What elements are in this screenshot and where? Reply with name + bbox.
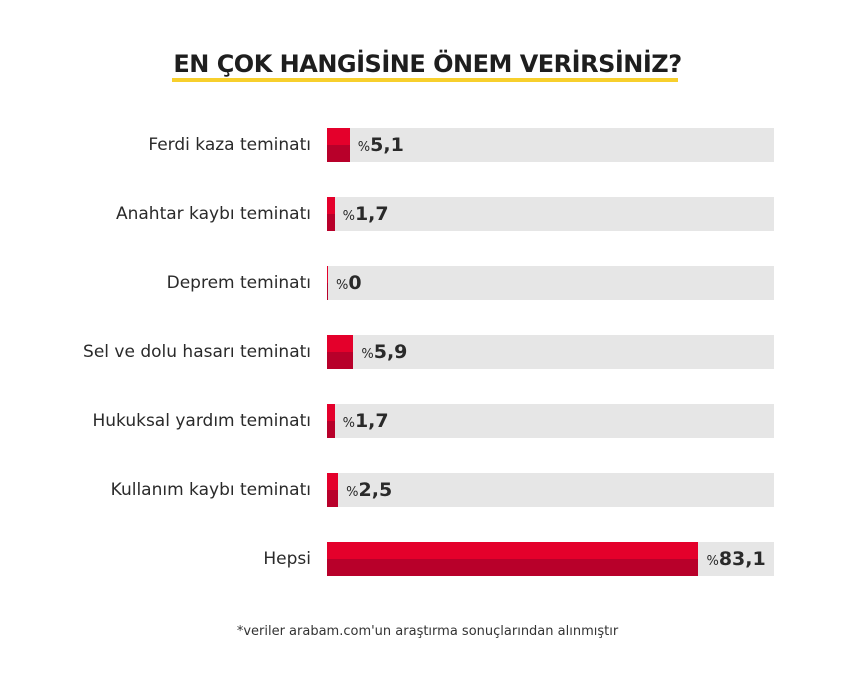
data-label: %83,1 [706, 542, 765, 576]
data-label: %5,9 [361, 335, 407, 369]
chart-title: EN ÇOK HANGİSİNE ÖNEM VERİRSİNİZ? [0, 50, 855, 78]
bar [327, 473, 339, 507]
bar [327, 266, 328, 300]
value-text: 1,7 [354, 203, 389, 225]
bar [327, 128, 350, 162]
category-label: Hukuksal yardım teminatı [92, 411, 311, 431]
value-text: 1,7 [354, 410, 389, 432]
percent-sign: % [336, 278, 349, 293]
value-text: 0 [348, 272, 362, 294]
bar-row: Ferdi kaza teminatı %5,1 [0, 128, 855, 162]
chart-title-text: EN ÇOK HANGİSİNE ÖNEM VERİRSİNİZ? [173, 50, 682, 78]
category-label: Hepsi [263, 549, 311, 569]
bar-row: Hepsi %83,1 [0, 542, 855, 576]
bar-track: %0 [327, 266, 774, 300]
bar-row: Deprem teminatı %0 [0, 266, 855, 300]
bar-track: %5,9 [327, 335, 774, 369]
value-text: 5,9 [373, 341, 408, 363]
percent-sign: % [346, 485, 359, 500]
bar-row: Kullanım kaybı teminatı %2,5 [0, 473, 855, 507]
bar-row: Sel ve dolu hasarı teminatı %5,9 [0, 335, 855, 369]
data-label: %1,7 [343, 197, 389, 231]
bar-track: %2,5 [327, 473, 774, 507]
data-label: %1,7 [343, 404, 389, 438]
data-label: %2,5 [346, 473, 392, 507]
bar [327, 197, 335, 231]
percent-sign: % [361, 347, 374, 362]
category-label: Deprem teminatı [166, 273, 311, 293]
bar-track: %1,7 [327, 197, 774, 231]
category-label: Ferdi kaza teminatı [148, 135, 311, 155]
bar-track: %83,1 [327, 542, 774, 576]
bar [327, 542, 699, 576]
data-label: %5,1 [358, 128, 404, 162]
percent-sign: % [342, 209, 355, 224]
bar [327, 404, 335, 438]
value-text: 5,1 [370, 134, 404, 156]
category-label: Sel ve dolu hasarı teminatı [83, 342, 311, 362]
bar-row: Anahtar kaybı teminatı %1,7 [0, 197, 855, 231]
category-label: Anahtar kaybı teminatı [115, 204, 311, 224]
footnote: *veriler arabam.com'un araştırma sonuçla… [236, 624, 619, 639]
percent-sign: % [357, 140, 371, 155]
data-label: %0 [336, 266, 362, 300]
title-underline [172, 78, 678, 82]
value-text: 83,1 [718, 548, 766, 570]
bar-row: Hukuksal yardım teminatı %1,7 [0, 404, 855, 438]
bar [327, 335, 354, 369]
value-text: 2,5 [358, 479, 393, 501]
category-label: Kullanım kaybı teminatı [110, 480, 311, 500]
bar-track: %5,1 [327, 128, 774, 162]
bar-track: %1,7 [327, 404, 774, 438]
percent-sign: % [342, 416, 355, 431]
percent-sign: % [706, 554, 719, 569]
